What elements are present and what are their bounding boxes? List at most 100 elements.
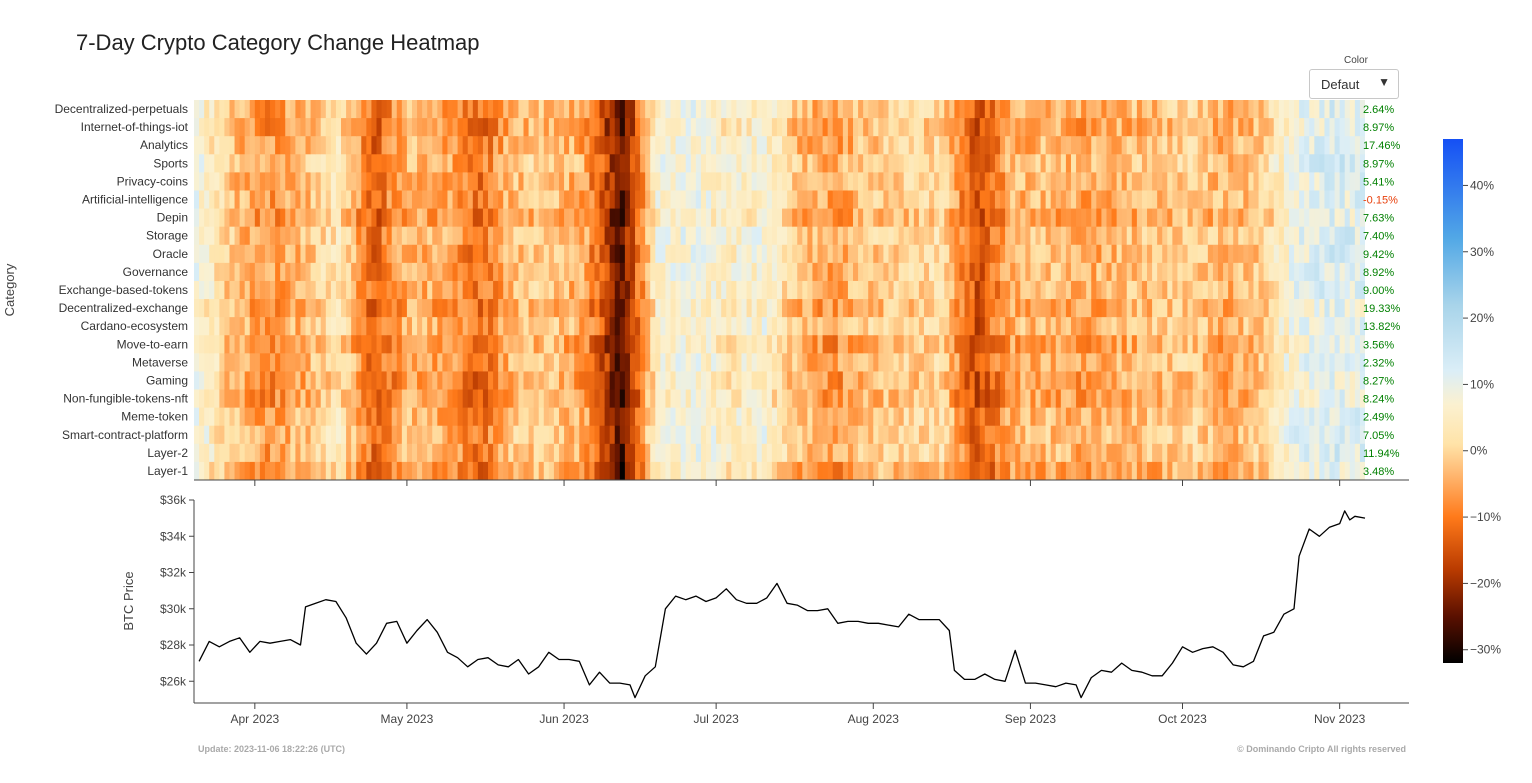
heatmap-cell[interactable] [1106,100,1113,119]
heatmap-cell[interactable] [1157,335,1163,354]
heatmap-cell[interactable] [898,317,905,336]
heatmap-cell[interactable] [660,280,667,300]
heatmap-cell[interactable] [771,317,778,336]
heatmap-cell[interactable] [224,100,231,119]
heatmap-cell[interactable] [280,118,286,137]
heatmap-cell[interactable] [1020,118,1026,137]
heatmap-cell[interactable] [1304,353,1310,373]
heatmap-cell[interactable] [640,280,646,300]
heatmap-cell[interactable] [553,317,560,336]
heatmap-cell[interactable] [913,407,920,427]
heatmap-cell[interactable] [959,244,966,264]
heatmap-cell[interactable] [1334,317,1341,336]
heatmap-cell[interactable] [1131,100,1138,119]
heatmap-cell[interactable] [944,118,950,137]
heatmap-cell[interactable] [538,172,545,192]
heatmap-cell[interactable] [290,154,296,173]
heatmap-cell[interactable] [771,371,778,391]
heatmap-cell[interactable] [847,389,854,409]
heatmap-cell[interactable] [660,407,667,427]
heatmap-cell[interactable] [868,244,874,264]
heatmap-cell[interactable] [929,335,935,354]
heatmap-cell[interactable] [270,280,276,300]
heatmap-cell[interactable] [594,190,601,210]
heatmap-cell[interactable] [498,118,504,137]
heatmap-cell[interactable] [472,461,479,481]
heatmap-cell[interactable] [1223,317,1229,336]
heatmap-cell[interactable] [923,461,930,481]
heatmap-cell[interactable] [477,262,484,282]
heatmap-cell[interactable] [1258,100,1265,119]
heatmap-cell[interactable] [411,262,418,282]
heatmap-cell[interactable] [797,461,803,481]
heatmap-cell[interactable] [888,172,895,192]
heatmap-cell[interactable] [746,280,753,300]
heatmap-cell[interactable] [411,299,418,318]
heatmap-cell[interactable] [1238,190,1244,210]
heatmap-cell[interactable] [310,118,317,137]
heatmap-cell[interactable] [619,118,626,137]
heatmap-cell[interactable] [974,280,981,300]
heatmap-cell[interactable] [878,244,885,264]
heatmap-cell[interactable] [1354,389,1361,409]
heatmap-cell[interactable] [1263,280,1270,300]
heatmap-cell[interactable] [787,353,793,373]
heatmap-cell[interactable] [1299,118,1305,137]
heatmap-cell[interactable] [1294,335,1300,354]
heatmap-cell[interactable] [741,280,748,300]
heatmap-cell[interactable] [574,100,580,119]
heatmap-cell[interactable] [199,154,205,173]
heatmap-cell[interactable] [756,371,763,391]
heatmap-cell[interactable] [523,262,530,282]
heatmap-cell[interactable] [1086,335,1092,354]
heatmap-cell[interactable] [432,335,438,354]
heatmap-cell[interactable] [543,299,550,318]
heatmap-cell[interactable] [1248,100,1255,119]
heatmap-cell[interactable] [447,154,454,173]
heatmap-cell[interactable] [1172,190,1179,210]
heatmap-cell[interactable] [792,389,798,409]
heatmap-cell[interactable] [417,317,423,336]
heatmap-cell[interactable] [650,100,656,119]
heatmap-cell[interactable] [660,425,667,445]
heatmap-cell[interactable] [594,353,601,373]
heatmap-cell[interactable] [285,371,291,391]
heatmap-cell[interactable] [716,389,722,409]
heatmap-cell[interactable] [320,443,327,463]
heatmap-cell[interactable] [1288,443,1295,463]
heatmap-cell[interactable] [868,317,874,336]
heatmap-cell[interactable] [918,262,925,282]
heatmap-cell[interactable] [366,226,373,246]
heatmap-cell[interactable] [685,335,692,354]
heatmap-cell[interactable] [624,461,631,481]
heatmap-cell[interactable] [1172,118,1179,137]
heatmap-cell[interactable] [290,244,296,264]
heatmap-cell[interactable] [685,118,692,137]
heatmap-cell[interactable] [341,317,347,336]
heatmap-cell[interactable] [330,208,337,228]
heatmap-cell[interactable] [244,371,251,391]
heatmap-cell[interactable] [386,172,393,192]
heatmap-cell[interactable] [741,154,748,173]
heatmap-cell[interactable] [543,100,550,119]
heatmap-cell[interactable] [1187,280,1194,300]
heatmap-cell[interactable] [776,154,783,173]
heatmap-cell[interactable] [614,461,621,481]
heatmap-cell[interactable] [1055,226,1062,246]
heatmap-cell[interactable] [538,443,545,463]
heatmap-cell[interactable] [868,100,874,119]
heatmap-cell[interactable] [1283,407,1290,427]
heatmap-cell[interactable] [569,118,575,137]
heatmap-cell[interactable] [234,425,241,445]
heatmap-cell[interactable] [883,425,890,445]
heatmap-cell[interactable] [259,172,266,192]
heatmap-cell[interactable] [822,154,829,173]
heatmap-cell[interactable] [518,244,525,264]
heatmap-cell[interactable] [939,371,945,391]
heatmap-cell[interactable] [1329,425,1336,445]
heatmap-cell[interactable] [1273,425,1280,445]
heatmap-cell[interactable] [1233,353,1239,373]
heatmap-cell[interactable] [219,335,226,354]
heatmap-cell[interactable] [1354,335,1361,354]
heatmap-cell[interactable] [1096,136,1102,155]
